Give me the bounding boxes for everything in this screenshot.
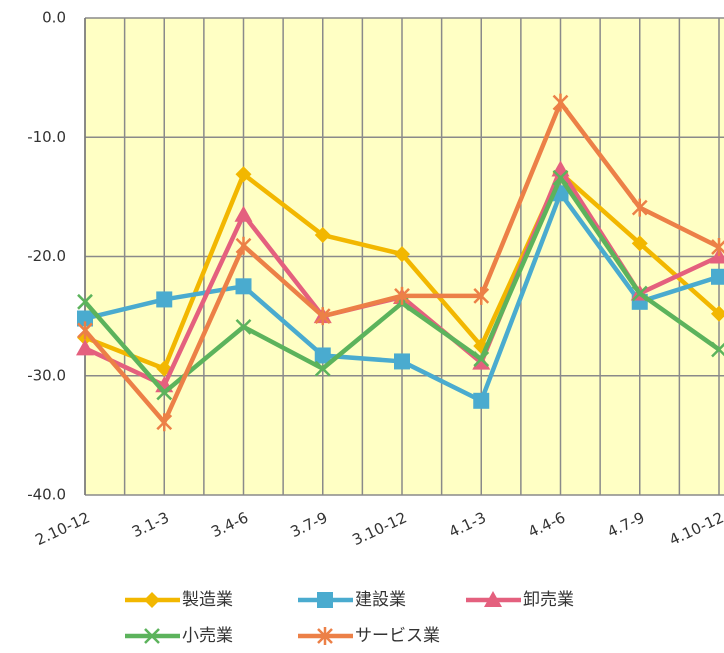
legend-label: 小売業 xyxy=(182,626,233,646)
marker xyxy=(156,291,173,308)
x-tick-label: 3.4-6 xyxy=(208,508,251,541)
legend-item: 製造業 xyxy=(125,590,233,610)
legend-label: 建設業 xyxy=(355,590,406,610)
marker xyxy=(235,278,252,295)
marker xyxy=(484,591,502,607)
marker xyxy=(314,347,331,364)
marker xyxy=(144,592,160,608)
marker xyxy=(472,353,491,370)
y-tick-label: -20.0 xyxy=(27,247,66,265)
marker xyxy=(234,205,253,222)
x-tick-label: 3.1-3 xyxy=(129,508,172,541)
legend-item: サービス業 xyxy=(298,626,440,646)
x-tick-label: 2.10-12 xyxy=(33,508,93,549)
marker xyxy=(473,392,490,409)
marker xyxy=(473,286,490,305)
marker xyxy=(317,627,333,645)
legend-item: 卸売業 xyxy=(466,590,574,610)
marker xyxy=(631,235,648,252)
x-tick-label: 3.10-12 xyxy=(350,508,410,549)
marker xyxy=(631,198,648,217)
series xyxy=(77,93,724,432)
marker xyxy=(76,339,94,356)
x-tick-label: 4.1-3 xyxy=(446,508,489,541)
marker xyxy=(77,310,93,327)
y-tick-label: -40.0 xyxy=(27,486,66,504)
series xyxy=(77,185,724,409)
legend-label: 卸売業 xyxy=(523,590,574,610)
marker xyxy=(314,360,331,377)
marker xyxy=(552,93,569,112)
legend-label: サービス業 xyxy=(355,626,440,646)
marker xyxy=(77,293,93,310)
marker xyxy=(394,246,410,263)
marker xyxy=(552,169,569,186)
marker xyxy=(711,305,724,322)
marker xyxy=(711,268,724,285)
marker xyxy=(314,307,331,326)
marker xyxy=(156,384,173,401)
marker xyxy=(710,247,724,264)
marker xyxy=(317,592,333,608)
legend-label: 製造業 xyxy=(182,590,233,610)
marker xyxy=(473,351,490,367)
marker xyxy=(235,318,252,335)
marker xyxy=(394,353,410,370)
y-tick-label: 0.0 xyxy=(42,9,66,27)
x-tick-label: 4.7-9 xyxy=(605,508,648,541)
marker xyxy=(77,321,93,340)
marker xyxy=(156,413,173,432)
legend-item: 建設業 xyxy=(298,590,406,610)
x-tick-label: 4.10-12 xyxy=(667,508,724,549)
marker xyxy=(394,286,410,305)
marker xyxy=(235,236,252,255)
marker xyxy=(235,166,252,183)
marker xyxy=(314,227,331,244)
marker xyxy=(631,285,648,302)
y-tick-label: -10.0 xyxy=(27,128,66,146)
marker xyxy=(144,628,160,644)
x-tick-label: 3.7-9 xyxy=(288,508,331,541)
x-tick-label: 4.4-6 xyxy=(525,508,568,541)
legend-item: 小売業 xyxy=(125,626,233,646)
y-tick-label: -30.0 xyxy=(27,366,66,384)
